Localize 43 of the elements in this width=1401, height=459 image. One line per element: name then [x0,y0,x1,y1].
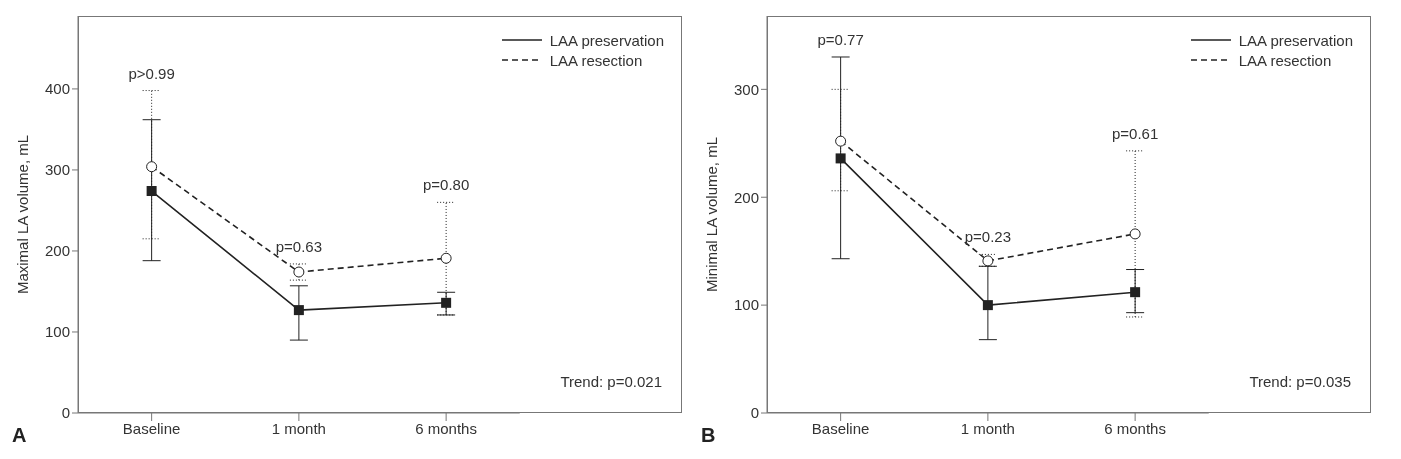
point [293,266,305,278]
point [146,186,157,196]
y-tick-label: 100 [733,296,759,314]
x-tick-label: Baseline [122,419,181,437]
annotation: p=0.63 [275,237,323,255]
point [835,153,846,164]
annotation: p=0.80 [422,176,470,194]
legend-label: LAA preservation [1238,31,1353,49]
annotation: p>0.99 [128,64,175,82]
legend-label: LAA resection [1238,51,1332,69]
x-tick-label: Baseline [811,419,870,437]
y-tick-label: 0 [750,404,759,422]
y-axis-title: Minimal LA volume, mL [703,136,721,293]
x-tick-label: 1 month [271,419,326,437]
y-axis-title: Maximal LA volume, mL [14,134,32,295]
y-tick-label: 200 [44,242,70,260]
point [146,161,158,173]
annotation: p=0.23 [964,228,1012,246]
legend-label: LAA preservation [549,31,664,49]
y-tick-label: 0 [61,404,70,422]
y-tick-label: 400 [44,80,70,98]
text: Trend: p=0.035 [1249,373,1351,390]
point [835,135,847,147]
point [982,255,994,267]
text: B [701,424,716,447]
point [441,297,452,308]
y-tick-label: 300 [44,161,70,179]
annotation: p=0.61 [1111,124,1159,142]
point [982,300,993,311]
point [293,305,304,316]
x-tick-label: 6 months [1104,419,1166,437]
x-tick-label: 1 month [960,419,1015,437]
legend-label: LAA resection [549,51,643,69]
annotation: p=0.77 [817,30,864,48]
y-tick-label: 100 [44,323,70,341]
y-tick-label: 300 [733,80,759,98]
point [1129,228,1141,240]
x-tick-label: 6 months [415,419,477,437]
point [1130,287,1141,298]
point [440,252,452,264]
text: A [12,424,27,447]
text: Trend: p=0.021 [560,373,662,390]
y-tick-label: 200 [733,188,759,206]
